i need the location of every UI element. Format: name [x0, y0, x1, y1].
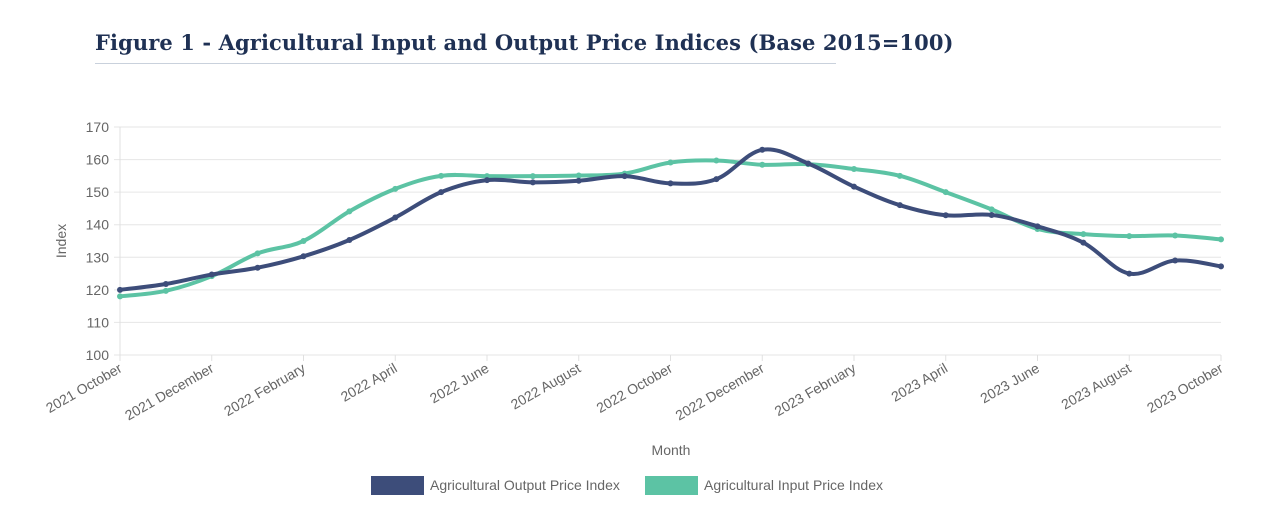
data-point-input	[759, 161, 766, 168]
data-point-output	[1080, 239, 1087, 246]
data-point-output	[300, 253, 307, 260]
title-underline	[95, 63, 836, 64]
x-tick-label: 2023 June	[977, 360, 1042, 407]
y-tick-labels: 100 110 120 130 140 150 160 170	[86, 119, 110, 363]
y-tick-label: 100	[86, 347, 110, 363]
data-point-output	[254, 264, 261, 271]
x-tick-label: 2022 June	[427, 360, 492, 407]
data-point-input	[117, 293, 123, 300]
data-point-output	[988, 211, 995, 218]
x-axis-label: Month	[652, 442, 691, 458]
series-lines	[117, 146, 1224, 300]
x-tick-label: 2022 February	[221, 360, 308, 419]
x-tick-label: 2021 December	[122, 360, 217, 424]
x-tick-label: 2022 August	[508, 360, 584, 413]
data-point-input	[667, 159, 674, 166]
data-point-output	[208, 271, 215, 278]
legend-swatch-input[interactable]	[645, 476, 698, 495]
y-axis-label: Index	[53, 224, 69, 258]
data-point-output	[484, 177, 490, 184]
x-tick-label: 2023 August	[1058, 360, 1134, 413]
y-tick-label: 150	[86, 184, 110, 200]
data-point-output	[759, 146, 766, 153]
data-point-output	[529, 179, 536, 186]
data-point-input	[942, 189, 949, 196]
data-point-input	[988, 206, 995, 213]
x-tick-label: 2023 October	[1144, 360, 1226, 416]
data-point-output	[346, 237, 353, 244]
data-point-input	[896, 172, 903, 179]
data-point-output	[392, 214, 399, 221]
data-point-output	[851, 183, 857, 190]
legend: Agricultural Output Price Index Agricultu…	[371, 476, 883, 495]
x-tick-label: 2023 April	[888, 360, 950, 405]
data-point-output	[896, 202, 903, 209]
data-point-input	[392, 185, 399, 192]
data-point-output	[438, 189, 445, 196]
data-point-input	[438, 172, 445, 179]
data-point-output	[117, 286, 123, 293]
x-tick-label: 2022 October	[594, 360, 676, 416]
data-point-output	[1126, 270, 1133, 277]
y-tick-label: 140	[86, 217, 110, 233]
data-point-input	[851, 166, 857, 173]
y-tick-label: 170	[86, 119, 110, 135]
data-point-input	[254, 250, 261, 257]
data-point-input	[1172, 232, 1179, 239]
data-point-input	[1080, 231, 1087, 238]
series-line-output	[118, 147, 1223, 292]
y-tick-label: 130	[86, 249, 110, 265]
data-point-output	[621, 173, 628, 180]
data-point-output	[1034, 223, 1041, 230]
data-point-input	[300, 238, 307, 244]
y-tick-label: 110	[87, 314, 110, 330]
data-point-input	[162, 287, 169, 294]
x-tick-label: 2022 December	[672, 360, 767, 424]
x-tick-label: 2023 February	[772, 360, 859, 419]
data-point-input	[713, 157, 720, 164]
data-point-output	[1218, 263, 1224, 270]
y-tick-label: 160	[86, 152, 110, 168]
x-tick-label: 2021 October	[43, 360, 125, 416]
data-point-input	[529, 173, 536, 180]
legend-label-output[interactable]: Agricultural Output Price Index	[430, 477, 620, 493]
legend-swatch-output[interactable]	[371, 476, 424, 495]
data-point-output	[942, 212, 949, 219]
data-point-input	[1126, 233, 1133, 240]
figure-title: Figure 1 - Agricultural Input and Output…	[95, 30, 954, 55]
data-point-output	[713, 176, 720, 183]
data-point-input	[1218, 236, 1224, 243]
data-point-output	[1172, 257, 1179, 264]
gridlines	[114, 126, 1222, 361]
data-point-output	[805, 160, 812, 167]
data-point-input	[346, 208, 353, 215]
data-point-input	[575, 172, 582, 179]
data-point-output	[575, 177, 582, 184]
data-point-output	[667, 180, 674, 187]
x-tick-label: 2022 April	[338, 360, 400, 405]
legend-label-input[interactable]: Agricultural Input Price Index	[704, 477, 883, 493]
y-tick-label: 120	[86, 282, 110, 298]
data-point-output	[162, 280, 169, 287]
